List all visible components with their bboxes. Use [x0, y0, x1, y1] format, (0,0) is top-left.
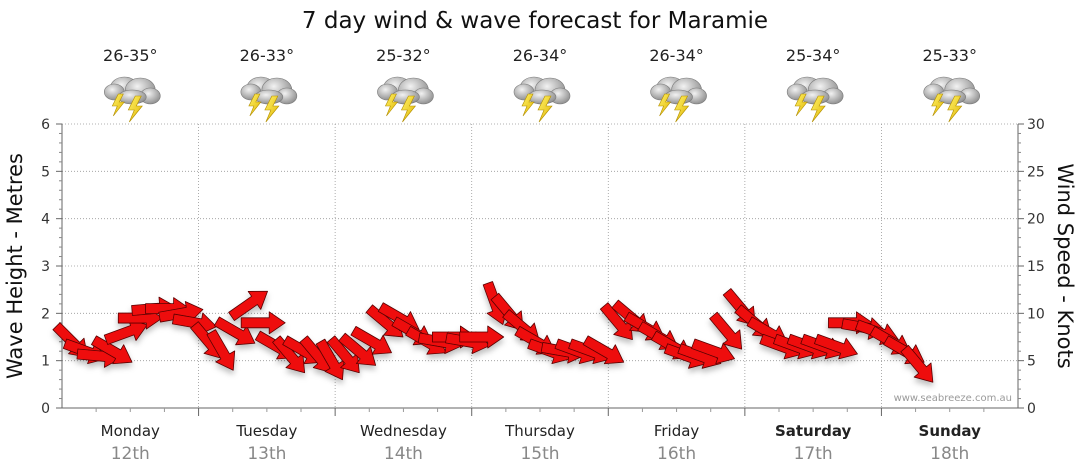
- day-label: Saturday: [775, 422, 852, 440]
- thunderstorm-icon: [786, 76, 844, 123]
- day-label: Monday: [101, 422, 160, 440]
- temperature-range: 26-33°: [240, 46, 295, 65]
- thunderstorm-icon: [650, 76, 707, 123]
- left-axis-ticks: 0 1 2 3 4 5 6: [41, 117, 62, 417]
- temperature-range: 26-34°: [513, 46, 568, 65]
- thunderstorm-icon: [513, 76, 571, 123]
- wind-arrow: [103, 319, 148, 345]
- left-tick-label: 1: [41, 354, 50, 370]
- temperature-range: 25-32°: [376, 46, 431, 65]
- credit-text: www.seabreeze.com.au: [894, 393, 1012, 404]
- day-label: Thursday: [504, 422, 575, 440]
- wind-arrow: [213, 316, 256, 346]
- right-tick-label: 20: [1027, 212, 1045, 228]
- right-tick-label: 0: [1027, 401, 1036, 417]
- thunderstorm-icon: [377, 76, 434, 123]
- left-tick-label: 4: [41, 212, 50, 228]
- wind-arrow: [459, 325, 505, 349]
- left-tick-label: 5: [41, 164, 50, 180]
- wind-arrow: [691, 338, 735, 364]
- wind-arrow: [582, 335, 625, 365]
- wind-arrow: [228, 290, 268, 321]
- right-tick-label: 5: [1027, 354, 1036, 370]
- left-tick-label: 0: [41, 401, 50, 417]
- daily-temperatures: 26-35° 26-33° 25-32° 26-34° 26-34° 25-34° 25-3…: [103, 46, 977, 65]
- date-label: 14th: [384, 444, 423, 464]
- wind-arrow: [709, 311, 743, 350]
- temperature-range: 25-33°: [922, 46, 977, 65]
- grid: [62, 123, 1018, 408]
- left-tick-label: 3: [41, 259, 50, 275]
- right-tick-label: 15: [1027, 259, 1045, 275]
- wind-arrow: [240, 311, 286, 335]
- thunderstorm-icon: [923, 76, 981, 123]
- wind-arrow: [350, 326, 392, 355]
- day-label: Tuesday: [235, 422, 297, 440]
- wind-arrow: [338, 332, 377, 366]
- date-label: 12th: [111, 444, 150, 464]
- wind-arrows: [52, 281, 934, 383]
- thunderstorm-icon: [240, 76, 298, 123]
- left-tick-label: 2: [41, 306, 50, 322]
- wind-arrow: [814, 333, 858, 360]
- chart-title: 7 day wind & wave forecast for Maramie: [302, 8, 768, 34]
- weather-icons: [103, 76, 981, 123]
- thunderstorm-icon: [103, 76, 161, 123]
- right-tick-label: 25: [1027, 164, 1045, 180]
- wind-arrow: [171, 312, 217, 336]
- date-label: 18th: [930, 444, 969, 464]
- day-labels: Monday 12th Tuesday 13th Wednesday 14th Thursd…: [95, 408, 985, 464]
- left-tick-label: 6: [41, 117, 50, 133]
- date-label: 15th: [520, 444, 559, 464]
- right-axis-title: Wind Speed - Knots: [1053, 163, 1077, 368]
- wind-arrow: [91, 335, 133, 365]
- wind-arrow: [206, 329, 236, 371]
- right-tick-label: 10: [1027, 306, 1045, 322]
- date-label: 16th: [657, 444, 696, 464]
- date-label: 13th: [247, 444, 286, 464]
- wind-arrow: [599, 302, 633, 341]
- right-axis-ticks: 0 5 10 15 20 25 30: [1018, 117, 1045, 417]
- wind-arrow: [315, 338, 345, 381]
- right-tick-label: 30: [1027, 117, 1045, 133]
- day-label: Friday: [654, 422, 700, 440]
- day-label: Sunday: [919, 422, 982, 440]
- left-axis-title: Wave Height - Metres: [3, 153, 27, 379]
- wind-arrow: [272, 335, 306, 374]
- day-label: Wednesday: [360, 422, 447, 440]
- temperature-range: 26-35°: [103, 46, 158, 65]
- temperature-range: 25-34°: [786, 46, 841, 65]
- date-label: 17th: [794, 444, 833, 464]
- temperature-range: 26-34°: [649, 46, 704, 65]
- wind-arrow: [326, 335, 360, 374]
- wind-arrow: [900, 344, 934, 383]
